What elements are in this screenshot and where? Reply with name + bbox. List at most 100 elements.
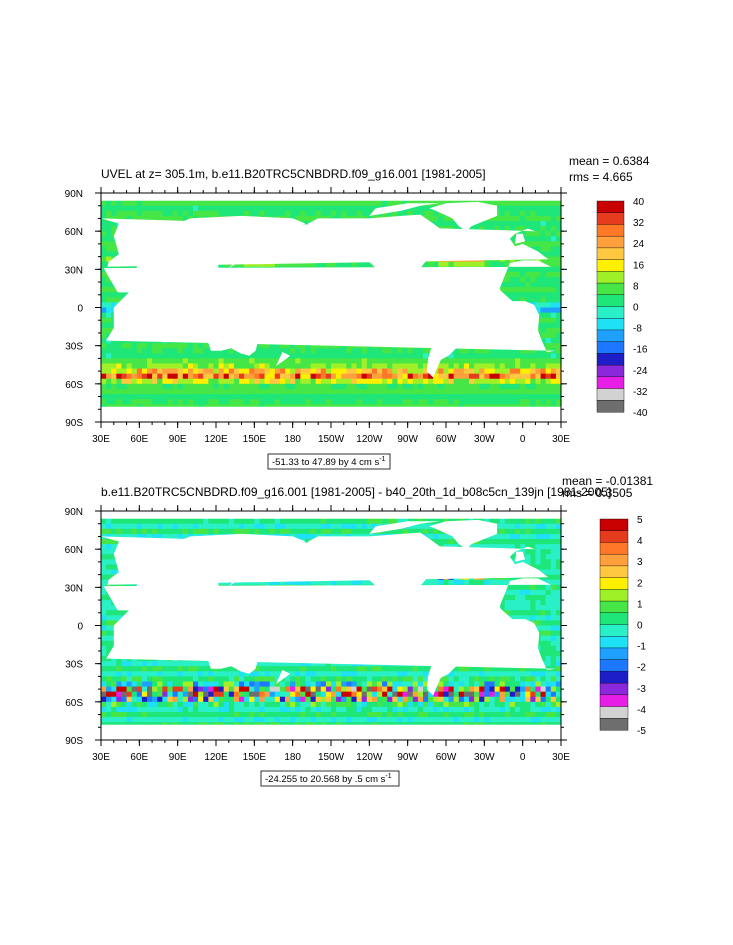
field-cell <box>331 261 337 268</box>
x-tick-label: 60E <box>130 434 148 445</box>
field-cell <box>285 368 291 375</box>
field-cell <box>121 215 128 222</box>
field-cell <box>203 368 209 375</box>
field-cell <box>106 236 112 242</box>
field-cell <box>341 363 347 370</box>
field-cell <box>382 518 388 525</box>
field-cell <box>494 378 501 385</box>
field-cell <box>346 363 353 370</box>
field-cell <box>346 378 353 385</box>
field-cell <box>469 368 475 375</box>
field-cell <box>474 226 480 232</box>
field-cell <box>494 210 501 217</box>
colorbar-swatch <box>596 364 625 378</box>
field-cell <box>249 383 255 390</box>
field-cell <box>300 523 307 530</box>
field-cell <box>371 388 378 395</box>
field-cell <box>509 215 516 222</box>
field-cell <box>157 373 163 380</box>
field-cell <box>371 368 378 375</box>
field-cell <box>407 383 414 390</box>
field-cell <box>126 378 133 385</box>
field-cell <box>300 378 307 385</box>
field-cell <box>228 528 235 535</box>
field-cell <box>479 399 485 405</box>
field-cell <box>489 200 496 207</box>
field-cell <box>550 261 557 268</box>
field-cell <box>187 363 194 370</box>
field-cell <box>172 210 179 217</box>
field-cell <box>131 528 138 535</box>
field-cell <box>387 388 393 395</box>
field-cell <box>274 205 281 212</box>
field-cell <box>412 523 419 530</box>
field-cell <box>535 528 542 535</box>
field-cell <box>331 528 337 535</box>
field-cell <box>474 544 480 550</box>
field-cell <box>407 348 414 354</box>
field-cell <box>361 373 368 380</box>
field-cell <box>141 394 148 400</box>
field-cell <box>147 210 153 217</box>
field-cell <box>387 210 393 217</box>
field-cell <box>116 210 123 217</box>
field-cell <box>167 368 174 375</box>
field-cell <box>325 388 332 395</box>
field-cell <box>249 523 255 530</box>
field-cell <box>448 388 455 395</box>
field-cell <box>438 358 445 365</box>
field-cell <box>535 554 542 560</box>
field-cell <box>290 210 296 217</box>
field-cell <box>198 373 204 380</box>
field-cell <box>550 307 557 314</box>
field-cell <box>341 358 347 365</box>
field-cell <box>320 363 327 370</box>
field-cell <box>305 368 312 375</box>
field-cell <box>504 220 511 227</box>
field-cell <box>504 200 511 207</box>
y-tick-label: 90N <box>65 189 83 200</box>
field-cell <box>550 549 557 555</box>
field-cell <box>141 518 148 525</box>
field-cell <box>106 399 112 405</box>
field-cell <box>545 236 552 242</box>
colorbar-label: -24 <box>633 366 648 377</box>
field-cell <box>121 210 128 217</box>
field-cell <box>193 368 199 375</box>
field-cell <box>433 528 439 535</box>
field-cell <box>555 373 561 380</box>
field-cell <box>520 205 526 212</box>
field-cell <box>504 205 511 212</box>
field-cell <box>106 251 112 258</box>
field-cell <box>131 378 138 385</box>
field-cell <box>555 528 561 535</box>
field-cell <box>228 394 235 400</box>
field-cell <box>346 383 353 390</box>
field-cell <box>259 353 266 359</box>
field-cell <box>310 205 317 212</box>
field-cell <box>458 353 465 359</box>
field-cell <box>101 518 107 525</box>
field-cell <box>336 378 342 385</box>
field-cell <box>448 533 455 540</box>
field-cell <box>228 388 235 395</box>
field-cell <box>152 358 158 365</box>
field-cell <box>167 215 174 222</box>
field-cell <box>223 210 230 217</box>
field-cell <box>504 399 511 405</box>
field-cell <box>101 236 107 242</box>
field-cell <box>479 378 485 385</box>
field-cell <box>111 533 117 540</box>
field-cell <box>254 358 261 365</box>
field-cell <box>203 528 209 535</box>
field-cell <box>540 276 547 283</box>
field-cell <box>152 368 158 375</box>
field-cell <box>417 358 424 365</box>
field-cell <box>152 348 158 354</box>
field-cell <box>366 353 373 359</box>
field-cell <box>136 523 143 530</box>
field-cell <box>259 348 266 354</box>
field-cell <box>310 523 317 530</box>
field-cell <box>397 399 404 405</box>
field-cell <box>269 383 276 390</box>
